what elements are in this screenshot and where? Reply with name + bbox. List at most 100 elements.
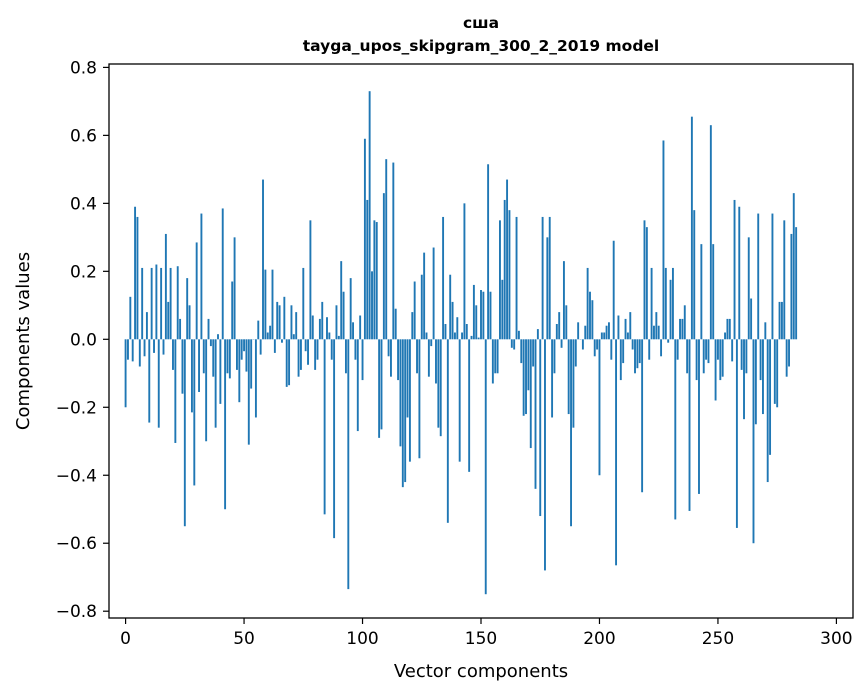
bar <box>390 339 392 377</box>
bar <box>762 339 764 415</box>
bar <box>366 199 369 340</box>
bar <box>605 325 608 340</box>
bar <box>700 244 703 340</box>
bar <box>631 339 634 350</box>
bar <box>316 339 319 360</box>
bar <box>141 267 144 340</box>
bar <box>769 339 772 455</box>
bar <box>304 339 307 352</box>
bar <box>584 325 587 340</box>
bar <box>420 274 423 340</box>
bar <box>558 312 561 340</box>
bar <box>342 291 345 340</box>
bar <box>394 308 397 340</box>
bar <box>285 339 288 387</box>
bar <box>385 159 388 340</box>
bar <box>548 216 551 340</box>
bar <box>219 339 222 404</box>
bar <box>273 339 276 353</box>
bar <box>657 325 660 340</box>
bar <box>629 312 632 340</box>
bar <box>243 339 246 352</box>
bar <box>449 274 452 340</box>
bar <box>245 339 248 372</box>
bar <box>363 138 366 340</box>
bar <box>735 339 738 528</box>
bar <box>401 339 404 488</box>
bar <box>726 318 729 340</box>
bar <box>176 266 179 340</box>
bar <box>480 290 482 340</box>
bar <box>567 339 570 415</box>
y-tick-label: −0.6 <box>56 534 97 554</box>
bar <box>719 339 722 381</box>
bar <box>444 324 447 340</box>
bar <box>439 339 442 437</box>
bar <box>705 339 708 360</box>
bar <box>510 339 513 348</box>
bar <box>740 339 743 370</box>
bar <box>593 339 596 357</box>
bar <box>157 339 160 428</box>
bar <box>792 193 795 340</box>
bar <box>638 339 641 364</box>
chart-subtitle: tayga_upos_skipgram_300_2_2019 model <box>303 37 660 55</box>
bar <box>615 339 618 566</box>
bar <box>636 339 639 369</box>
bar <box>297 339 300 377</box>
bar <box>745 339 748 374</box>
bar <box>536 329 539 340</box>
bar <box>539 339 542 517</box>
bar <box>773 339 776 404</box>
bar <box>188 305 191 340</box>
bar <box>562 261 565 340</box>
bar <box>785 339 788 377</box>
bar <box>645 227 648 340</box>
bar <box>337 335 340 340</box>
x-tick-label: 50 <box>233 629 255 649</box>
bar <box>236 339 238 370</box>
bar <box>257 320 260 340</box>
bar <box>617 315 620 340</box>
bar <box>380 339 383 430</box>
bar <box>690 116 693 340</box>
bar <box>217 334 219 340</box>
bar <box>484 339 487 595</box>
bar <box>702 339 705 374</box>
x-axis-ticks: 0 50 100 150 200 250 300 <box>120 618 853 649</box>
bar <box>148 339 151 423</box>
bar <box>513 339 516 350</box>
bar <box>212 339 215 377</box>
bar <box>461 332 463 340</box>
bar <box>321 301 324 340</box>
bar <box>207 318 210 340</box>
bar <box>487 164 490 340</box>
y-tick-label: 0.2 <box>70 262 97 282</box>
bar <box>572 339 575 428</box>
bar <box>783 220 786 340</box>
bar <box>266 332 269 340</box>
bar <box>517 330 520 340</box>
bar <box>413 281 416 340</box>
bar <box>752 339 755 544</box>
bar <box>544 339 546 571</box>
bar <box>442 216 445 340</box>
bar <box>190 339 193 413</box>
bar <box>456 317 459 340</box>
bar <box>382 193 385 340</box>
bar <box>359 315 362 340</box>
bar <box>145 312 148 340</box>
bar <box>124 339 127 408</box>
bar <box>643 220 646 340</box>
bar <box>179 318 182 340</box>
bar <box>224 339 227 510</box>
bar <box>238 339 241 403</box>
bar <box>318 318 321 340</box>
bar <box>233 237 236 340</box>
bar <box>129 296 132 340</box>
bar <box>709 125 712 340</box>
bar <box>153 339 155 353</box>
bar <box>771 213 774 340</box>
bar <box>155 264 158 340</box>
bar <box>496 339 499 374</box>
